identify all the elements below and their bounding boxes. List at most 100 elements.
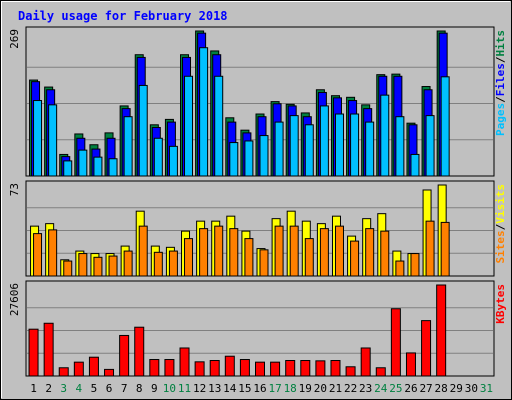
x-tick-label: 26 <box>404 382 417 395</box>
bar-kbytes-day-26 <box>405 352 416 377</box>
bar-kbytes-day-23 <box>360 347 371 377</box>
bar-pages-day-8 <box>138 84 148 177</box>
x-tick-label: 29 <box>450 382 463 395</box>
bar-kbytes-day-9 <box>149 359 160 377</box>
bar-sites-day-16 <box>259 249 269 277</box>
x-tick-label: 10 <box>163 382 176 395</box>
x-axis-labels: 1 2 3 4 5 6 7 8 9 10 11 12 13 14 15 16 17 18 19 20 21 22 23 24 2… <box>30 382 493 395</box>
panel-middle: 73 Sites/Visits <box>8 180 507 277</box>
bar-pages-day-26 <box>410 153 420 177</box>
bar-pages-day-28 <box>440 76 450 177</box>
bar-kbytes-day-19 <box>300 360 311 377</box>
bar-pages-day-22 <box>350 113 360 177</box>
legend-entry: Visits <box>494 184 507 224</box>
x-tick-label: 15 <box>238 382 251 395</box>
bar-sites-day-21 <box>334 225 344 277</box>
bar-sites-day-10 <box>168 250 178 277</box>
bar-kbytes-day-13 <box>209 360 220 377</box>
bar-sites-day-23 <box>365 228 375 277</box>
bar-sites-day-20 <box>319 228 329 277</box>
x-tick-label: 31 <box>480 382 493 395</box>
x-tick-label: 30 <box>465 382 478 395</box>
bar-sites-day-14 <box>229 228 239 277</box>
panel-top: 269 Pages/Files/Hits <box>8 26 507 177</box>
bar-kbytes-day-12 <box>194 361 205 377</box>
x-tick-label: 23 <box>359 382 372 395</box>
y-max-label: 27606 <box>8 283 21 316</box>
bar-sites-day-11 <box>184 238 194 277</box>
legend-entry: KBytes <box>494 284 507 324</box>
bar-sites-day-28 <box>440 221 450 277</box>
bar-kbytes-day-10 <box>164 359 175 377</box>
legend-entry: Pages <box>494 103 507 136</box>
bar-pages-day-11 <box>184 75 194 177</box>
bar-sites-day-13 <box>214 225 224 277</box>
x-tick-label: 7 <box>121 382 128 395</box>
bar-pages-day-21 <box>334 113 344 177</box>
x-tick-label: 4 <box>76 382 83 395</box>
panel-bottom: 27606 KBytes <box>8 280 507 377</box>
bar-pages-day-16 <box>259 135 269 177</box>
bar-pages-day-24 <box>380 94 390 177</box>
bar-sites-day-12 <box>199 228 209 277</box>
legend-top: Pages/Files/Hits <box>494 30 507 136</box>
bar-pages-day-23 <box>365 121 375 177</box>
bar-pages-day-9 <box>153 137 163 177</box>
x-tick-label: 11 <box>178 382 191 395</box>
legend-entry: Sites <box>494 230 507 263</box>
x-tick-label: 28 <box>435 382 448 395</box>
bar-pages-day-2 <box>48 104 58 177</box>
bar-sites-day-4 <box>78 253 88 277</box>
bar-kbytes-day-14 <box>224 355 235 377</box>
bar-sites-day-6 <box>108 255 118 277</box>
x-tick-label: 16 <box>253 382 266 395</box>
bar-pages-day-7 <box>123 116 133 177</box>
legend-bottom: KBytes <box>494 284 507 324</box>
x-tick-label: 6 <box>106 382 113 395</box>
chart-title: Daily usage for February 2018 <box>18 9 228 23</box>
bar-sites-day-19 <box>304 238 314 277</box>
x-tick-label: 25 <box>389 382 402 395</box>
x-tick-label: 19 <box>299 382 312 395</box>
bar-kbytes-day-25 <box>390 308 401 377</box>
bar-kbytes-day-21 <box>330 360 341 377</box>
bar-pages-day-10 <box>168 145 178 177</box>
bar-sites-day-8 <box>138 225 148 277</box>
bar-sites-day-25 <box>395 260 405 277</box>
legend-entry: / <box>494 56 507 63</box>
legend-entry: / <box>494 96 507 103</box>
bar-sites-day-17 <box>274 225 284 277</box>
bar-sites-day-27 <box>425 220 435 277</box>
bar-kbytes-day-4 <box>73 361 84 377</box>
y-max-label: 269 <box>8 29 21 49</box>
x-tick-label: 14 <box>223 382 237 395</box>
legend-middle: Sites/Visits <box>494 184 507 264</box>
x-tick-label: 2 <box>45 382 52 395</box>
x-tick-label: 1 <box>30 382 37 395</box>
bar-sites-day-26 <box>410 253 420 277</box>
legend-entry: Hits <box>494 30 507 57</box>
x-tick-label: 24 <box>374 382 388 395</box>
bar-kbytes-day-7 <box>119 334 130 377</box>
bar-pages-day-1 <box>33 100 43 177</box>
bar-kbytes-day-24 <box>375 367 386 377</box>
bar-sites-day-15 <box>244 238 254 277</box>
bar-pages-day-6 <box>108 158 118 177</box>
bar-sites-day-5 <box>93 256 103 277</box>
bar-pages-day-12 <box>199 47 209 177</box>
bar-sites-day-24 <box>380 230 390 277</box>
x-tick-label: 18 <box>284 382 297 395</box>
x-tick-label: 9 <box>151 382 158 395</box>
bar-kbytes-day-2 <box>43 322 54 377</box>
bar-pages-day-13 <box>214 75 224 177</box>
bar-pages-day-15 <box>244 140 254 177</box>
bar-sites-day-9 <box>153 251 163 277</box>
x-tick-label: 17 <box>268 382 281 395</box>
bar-kbytes-day-27 <box>421 320 432 377</box>
bar-pages-day-3 <box>63 160 73 177</box>
bar-pages-day-27 <box>425 115 435 177</box>
bar-pages-day-19 <box>304 124 314 177</box>
bar-kbytes-day-18 <box>285 360 296 377</box>
